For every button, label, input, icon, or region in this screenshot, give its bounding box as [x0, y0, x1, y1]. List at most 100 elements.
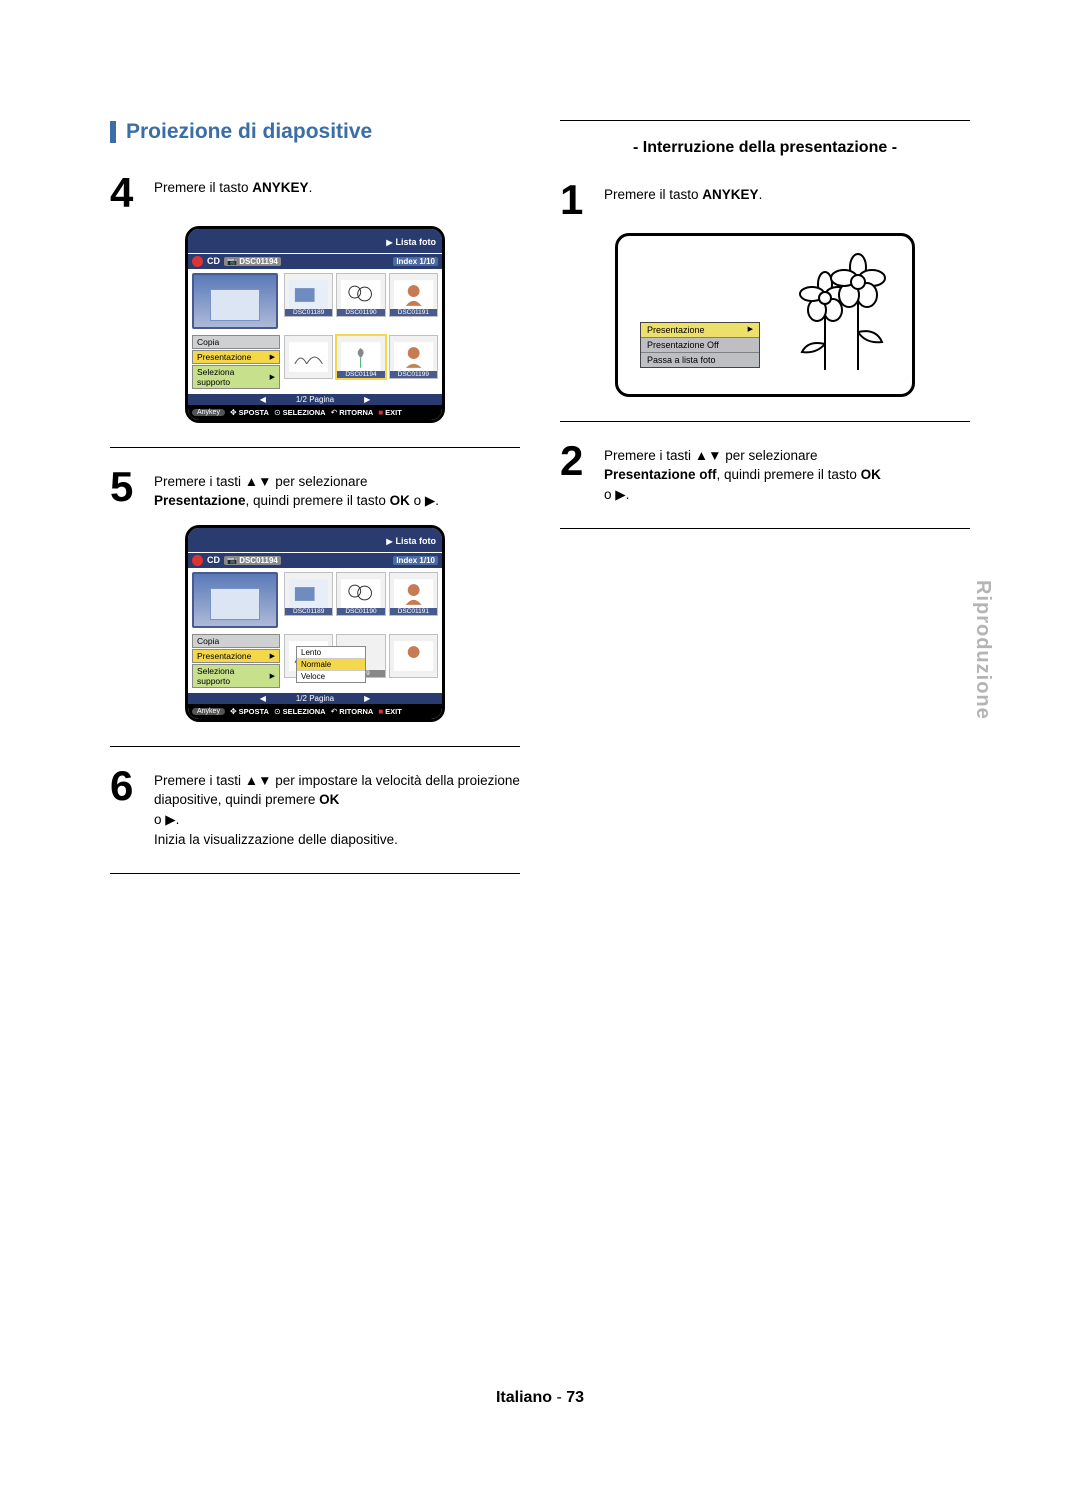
file-chip-label: DSC01194 — [239, 556, 278, 565]
thumbnail[interactable] — [389, 634, 438, 678]
thumbnail[interactable]: DSC01190 — [336, 273, 385, 317]
menu-item-seleziona-supporto[interactable]: Seleziona supporto▶ — [192, 664, 280, 688]
submenu-indicator-icon: ▶ — [748, 325, 753, 335]
step-2: 2 Premere i tasti ▲▼ per selezionare Pre… — [560, 442, 970, 505]
text: . — [309, 180, 313, 195]
thumbnail-caption: DSC01194 — [337, 371, 384, 378]
text: Premere il tasto — [154, 180, 252, 195]
page-footer: Italiano - 73 — [0, 1389, 1080, 1407]
popup-item-presentazione[interactable]: Presentazione▶ — [641, 323, 759, 338]
thumbnail[interactable]: DSC01191 — [389, 273, 438, 317]
disc-icon — [192, 555, 203, 566]
screen-footer: Anykey ✥SPOSTA ⊙SELEZIONA ↶RITORNA ■EXIT — [188, 704, 442, 719]
ui-screenshot-popup: Presentazione▶ Presentazione Off Passa a… — [615, 233, 915, 397]
step-number: 5 — [110, 468, 144, 506]
index-chip: Index 1/10 — [393, 556, 438, 565]
step-number: 2 — [560, 442, 594, 480]
pager-bar: ◀1/2 Pagina▶ — [188, 394, 442, 405]
menu-item-seleziona-supporto[interactable]: Seleziona supporto▶ — [192, 365, 280, 389]
screen-body: Copia Presentazione ▶ Seleziona supporto▶… — [188, 568, 442, 693]
pager-bar: ◀1/2 Pagina▶ — [188, 693, 442, 704]
footer-label: RITORNA — [339, 707, 373, 716]
footer-sposta: ✥SPOSTA — [230, 707, 269, 716]
divider — [110, 746, 520, 747]
pager-label: 1/2 Pagina — [296, 395, 334, 404]
ui-screenshot-a: Lista foto CD 📷 DSC01194 Index 1/10 — [185, 226, 445, 423]
submenu-indicator-icon: ▶ — [270, 652, 275, 660]
thumbnail-grid: DSC01189 DSC01190 DSC01191 DSC01194 DSC0… — [284, 269, 442, 394]
footer-seleziona: ⊙SELEZIONA — [274, 408, 326, 417]
menu-item-label: Presentazione — [197, 352, 251, 362]
step-6: 6 Premere i tasti ▲▼ per impostare la ve… — [110, 767, 520, 849]
footer-sposta: ✥SPOSTA — [230, 408, 269, 417]
popup-item-label: Presentazione Off — [647, 340, 719, 350]
divider — [560, 528, 970, 529]
section-heading-row: Proiezione di diapositive — [110, 120, 520, 144]
thumbnail[interactable]: DSC01189 — [284, 572, 333, 616]
submenu-item-lento[interactable]: Lento — [297, 647, 365, 659]
slideshow-popup-menu: Presentazione▶ Presentazione Off Passa a… — [640, 322, 760, 368]
key-name: ANYKEY — [252, 180, 308, 195]
anykey-pill: Anykey — [192, 409, 225, 416]
step-text: Premere il tasto ANYKEY. — [154, 174, 312, 198]
pager-label: 1/2 Pagina — [296, 694, 334, 703]
popup-item-passa-lista[interactable]: Passa a lista foto — [641, 353, 759, 367]
text: , quindi premere il tasto — [246, 493, 390, 508]
titlebar-label: Lista foto — [386, 237, 436, 247]
preview-thumbnail — [192, 572, 278, 628]
menu-item-label: Copia — [197, 337, 219, 347]
footer-label: SPOSTA — [239, 408, 269, 417]
footer-label: EXIT — [385, 707, 402, 716]
left-column: Proiezione di diapositive 4 Premere il t… — [110, 120, 520, 894]
screen-footer: Anykey ✥SPOSTA ⊙SELEZIONA ↶RITORNA ■EXIT — [188, 405, 442, 420]
disc-icon — [192, 256, 203, 267]
submenu-item-normale[interactable]: Normale — [297, 659, 365, 671]
divider — [110, 447, 520, 448]
footer-ritorna: ↶RITORNA — [331, 408, 374, 417]
menu-item-label: Seleziona supporto — [197, 666, 270, 686]
thumbnail-selected[interactable]: DSC01194 — [336, 335, 385, 379]
menu-item-presentazione[interactable]: Presentazione▶ — [192, 350, 280, 364]
step-number: 1 — [560, 181, 594, 219]
thumbnail-caption: DSC01190 — [337, 309, 384, 316]
menu-item-copia[interactable]: Copia — [192, 634, 280, 648]
screen-header: CD 📷 DSC01194 Index 1/10 — [188, 552, 442, 568]
anykey-pill: Anykey — [192, 708, 225, 715]
thumbnail[interactable]: DSC01191 — [389, 572, 438, 616]
footer-label: RITORNA — [339, 408, 373, 417]
titlebar-label: Lista foto — [386, 536, 436, 546]
thumbnail[interactable] — [284, 335, 333, 379]
thumbnail[interactable]: DSC01190 — [336, 572, 385, 616]
ui-screenshot-b: Lista foto CD 📷 DSC01194 Index 1/10 — [185, 525, 445, 722]
footer-exit: ■EXIT — [378, 707, 402, 716]
thumbnail[interactable]: DSC01199 — [389, 335, 438, 379]
text: o ▶. — [604, 487, 629, 502]
menu-item-presentazione[interactable]: Presentazione ▶ — [192, 649, 280, 663]
menu-item-label: Presentazione — [197, 651, 251, 661]
step-text: Premere i tasti ▲▼ per impostare la velo… — [154, 767, 520, 849]
thumbnail-caption: DSC01190 — [337, 608, 384, 615]
footer-label: SPOSTA — [239, 707, 269, 716]
thumbnail-caption: DSC01199 — [390, 371, 437, 378]
text-bold: OK — [390, 493, 410, 508]
menu-item-copia[interactable]: Copia — [192, 335, 280, 349]
text: Premere i tasti ▲▼ per selezionare — [604, 448, 818, 463]
file-chip: 📷 DSC01194 — [224, 257, 281, 266]
step-4: 4 Premere il tasto ANYKEY. — [110, 174, 520, 212]
text: o ▶. — [410, 493, 439, 508]
popup-item-presentazione-off[interactable]: Presentazione Off — [641, 338, 759, 353]
submenu-item-veloce[interactable]: Veloce — [297, 671, 365, 682]
footer-seleziona: ⊙SELEZIONA — [274, 707, 326, 716]
divider — [560, 120, 970, 121]
thumbnail[interactable]: DSC01189 — [284, 273, 333, 317]
context-menu: Copia Presentazione▶ Seleziona supporto▶ — [192, 335, 280, 389]
step-text: Premere il tasto ANYKEY. — [604, 181, 762, 205]
key-name: ANYKEY — [702, 187, 758, 202]
text: , quindi premere il tasto — [717, 467, 861, 482]
screen-titlebar: Lista foto — [188, 229, 442, 253]
menu-item-label: Copia — [197, 636, 219, 646]
text: Inizia la visualizzazione delle diaposit… — [154, 832, 398, 847]
step-number: 4 — [110, 174, 144, 212]
popup-item-label: Passa a lista foto — [647, 355, 716, 365]
step-5: 5 Premere i tasti ▲▼ per selezionare Pre… — [110, 468, 520, 511]
